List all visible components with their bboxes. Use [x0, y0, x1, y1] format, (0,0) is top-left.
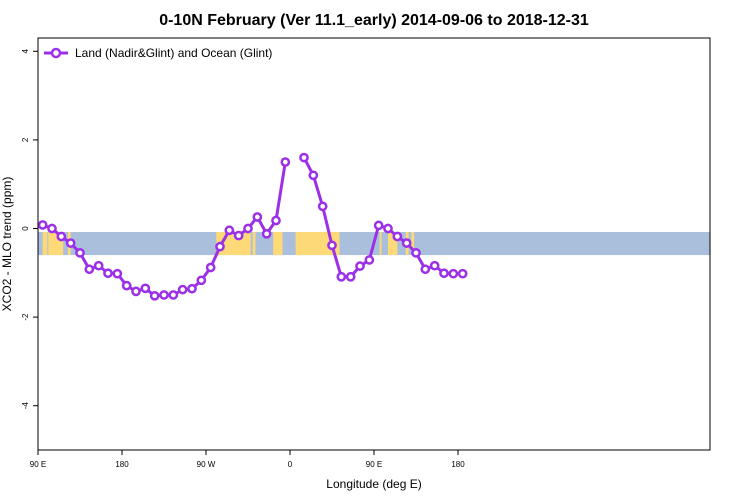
land-segment: [273, 232, 283, 256]
data-point: [299, 152, 309, 163]
data-point: [327, 240, 337, 251]
data-point: [131, 286, 141, 297]
x-axis-ticks: 90 E 180 90 W 0 90 E 180: [30, 450, 465, 469]
data-point: [271, 215, 281, 226]
data-point: [84, 264, 95, 275]
data-point: [401, 238, 412, 248]
data-point: [196, 275, 207, 286]
data-point: [280, 157, 291, 167]
x-tick-label: 90 W: [197, 460, 216, 469]
legend-marker: [50, 47, 62, 59]
y-tick-label: 2: [21, 137, 30, 142]
data-point: [420, 264, 431, 275]
data-point: [429, 260, 440, 271]
data-point: [168, 290, 179, 300]
data-point: [308, 170, 319, 181]
data-point: [261, 228, 272, 239]
series-layer: [37, 152, 468, 301]
data-point: [392, 231, 403, 242]
data-point: [121, 280, 132, 291]
data-point: [383, 223, 393, 234]
data-point: [233, 230, 244, 241]
data-point: [75, 248, 85, 258]
data-point: [411, 248, 421, 258]
data-point: [149, 290, 160, 301]
y-tick-label: -2: [21, 313, 30, 321]
legend-label: Land (Nadir&Glint) and Ocean (Glint): [75, 46, 272, 60]
land-segment: [42, 232, 48, 256]
data-point: [448, 268, 459, 279]
x-axis-label: Longitude (deg E): [326, 477, 421, 491]
land-segment: [411, 232, 415, 256]
y-tick-label: 0: [21, 226, 30, 231]
land-segment: [388, 232, 398, 256]
data-point: [187, 283, 197, 294]
data-point: [93, 260, 104, 271]
data-point: [140, 283, 151, 294]
land-segment: [295, 232, 340, 256]
x-tick-label: 180: [451, 460, 465, 469]
data-point: [112, 268, 123, 279]
legend: Land (Nadir&Glint) and Ocean (Glint): [44, 46, 272, 60]
data-point: [177, 284, 188, 295]
data-point: [37, 220, 48, 230]
data-point: [205, 262, 216, 273]
data-point: [373, 220, 384, 231]
data-point: [345, 271, 356, 282]
land-segment: [379, 232, 382, 256]
data-point: [457, 268, 468, 279]
data-point: [215, 241, 225, 252]
y-axis-ticks: -4 -2 0 2 4: [21, 49, 38, 410]
data-point: [47, 223, 57, 234]
data-point: [439, 268, 449, 279]
x-tick-label: 180: [115, 460, 129, 469]
data-point: [243, 223, 253, 234]
x-tick-label: 90 E: [30, 460, 46, 469]
y-axis-label: XCO2 - MLO trend (ppm): [0, 177, 14, 312]
y-tick-label: -4: [21, 402, 30, 410]
y-tick-label: 4: [21, 49, 30, 54]
chart-title: 0-10N February (Ver 11.1_early) 2014-09-…: [159, 12, 589, 29]
data-point: [317, 201, 328, 212]
data-point: [336, 271, 347, 282]
data-point: [252, 212, 263, 222]
data-point: [65, 238, 76, 248]
x-tick-label: 0: [288, 460, 293, 469]
data-point: [103, 268, 113, 279]
data-point: [159, 290, 169, 300]
data-point: [364, 255, 375, 265]
series-line: [302, 156, 463, 279]
data-point: [355, 261, 365, 272]
land-segment: [252, 232, 256, 256]
data-point: [56, 231, 67, 242]
x-tick-label: 90 E: [366, 460, 382, 469]
data-point: [224, 225, 235, 236]
